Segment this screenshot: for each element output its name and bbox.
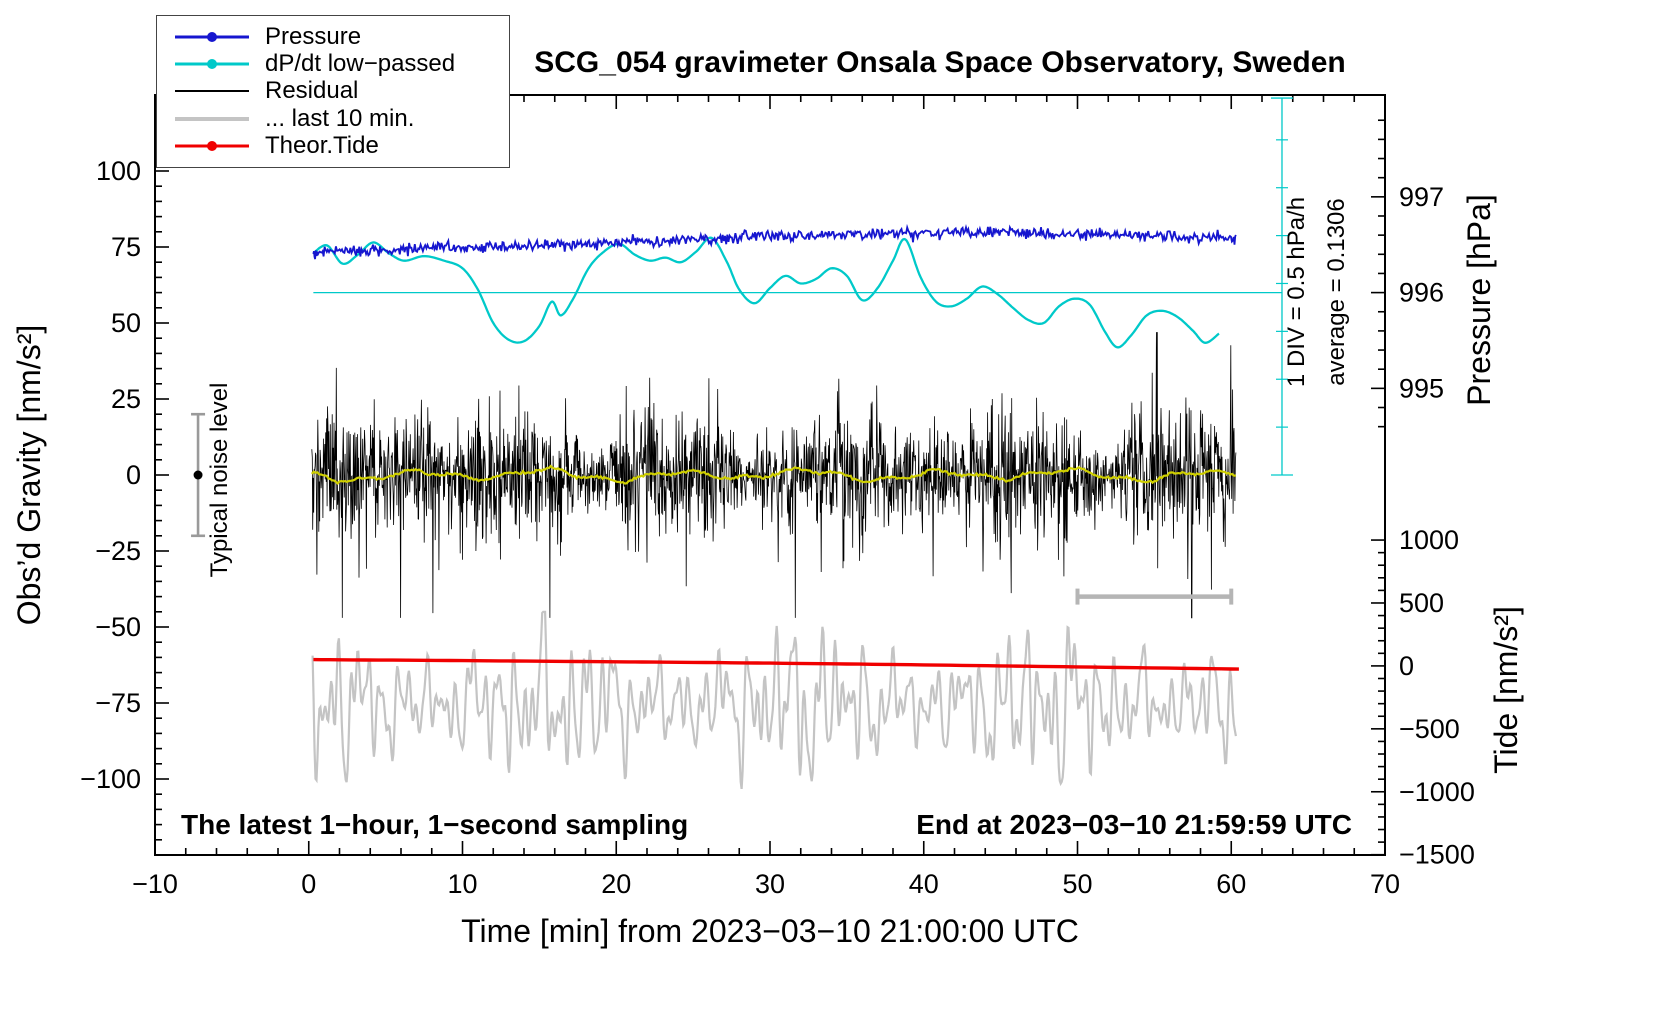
legend-line-sample — [175, 116, 249, 121]
legend-swatch-tide — [173, 133, 251, 159]
gravity-tick-label: −25 — [95, 536, 141, 566]
x-tick-label: 70 — [1370, 869, 1400, 899]
gravity-tick-label: 75 — [111, 232, 141, 262]
legend-item-residual: Residual — [173, 77, 509, 105]
pressure-axis-label: Pressure [hPa] — [1461, 194, 1497, 406]
x-tick-label: 60 — [1216, 869, 1246, 899]
gravity-tick-label: 25 — [111, 384, 141, 414]
series-tide — [313, 657, 1239, 671]
x-tick-label: 20 — [601, 869, 631, 899]
legend-item-last10: ... last 10 min. — [173, 104, 509, 132]
axes-layer: −10 0 10 20 30 40 50 60 70−100−75−50−25025507510… — [80, 95, 1475, 899]
series-dpdt — [312, 236, 1220, 349]
average-label: average = 0.1306 — [1323, 198, 1350, 386]
legend-marker-dot — [207, 31, 217, 42]
series-residual-mean — [310, 464, 1237, 486]
div-scale-label: 1 DIV = 0.5 hPa/h — [1283, 197, 1310, 387]
gravity-tick-label: 100 — [96, 156, 141, 186]
plot-frame — [154, 94, 1386, 856]
series-last10 — [311, 610, 1237, 790]
chart-title: SCG_054 gravimeter Onsala Space Observat… — [534, 46, 1346, 79]
legend-item-label: Pressure — [265, 22, 362, 50]
gravity-tick-label: −75 — [95, 688, 141, 718]
legend-swatch-last10 — [173, 106, 251, 132]
gravity-tick-label: −100 — [80, 764, 141, 794]
x-tick-label: 10 — [447, 869, 477, 899]
legend-item-dpdt: dP/dt low−passed — [173, 50, 509, 78]
legend-item-label: Residual — [265, 77, 359, 105]
legend-swatch-pressure — [173, 24, 251, 50]
tide-tick-label: 1000 — [1399, 525, 1459, 555]
sampling-note: The latest 1−hour, 1−second sampling — [181, 809, 688, 840]
gravity-axis-label: Obs’d Gravity [nm/s²] — [11, 325, 47, 626]
tide-tick-label: −1500 — [1399, 840, 1475, 870]
legend-swatch-residual — [173, 78, 251, 104]
tide-tick-label: −1000 — [1399, 777, 1475, 807]
x-tick-label: 50 — [1062, 869, 1092, 899]
legend-item-label: Theor.Tide — [265, 132, 379, 160]
series-residual — [311, 332, 1237, 619]
series-layer — [310, 223, 1239, 790]
legend-line-sample — [175, 90, 249, 93]
tide-axis-label: Tide [nm/s²] — [1488, 606, 1524, 774]
pressure-tick-label: 996 — [1399, 278, 1444, 308]
noise-level-label: Typical noise level — [206, 383, 233, 578]
x-tick-label: 30 — [755, 869, 785, 899]
gravity-tick-label: −50 — [95, 612, 141, 642]
legend-marker-dot — [207, 141, 217, 152]
tide-tick-label: 500 — [1399, 588, 1444, 618]
gravity-tick-label: 50 — [111, 308, 141, 338]
noise-marker-dot — [193, 470, 203, 480]
series-pressure — [312, 223, 1237, 260]
pressure-tick-label: 997 — [1399, 182, 1444, 212]
x-tick-label: −10 — [132, 869, 178, 899]
legend: Pressure dP/dt low−passed Residual... last… — [156, 15, 510, 168]
x-tick-label: 40 — [909, 869, 939, 899]
legend-swatch-dpdt — [173, 51, 251, 77]
legend-item-label: dP/dt low−passed — [265, 50, 456, 78]
legend-item-label: ... last 10 min. — [265, 104, 415, 132]
end-time-note: End at 2023−03−10 21:59:59 UTC — [916, 809, 1352, 840]
tide-tick-label: 0 — [1399, 651, 1414, 681]
gravity-tick-label: 0 — [126, 460, 141, 490]
annotations-layer — [191, 97, 1293, 605]
legend-item-tide: Theor.Tide — [173, 132, 509, 160]
x-axis-label: Time [min] from 2023−03−10 21:00:00 UTC — [461, 913, 1079, 949]
x-tick-label: 0 — [301, 869, 316, 899]
tide-tick-label: −500 — [1399, 714, 1460, 744]
pressure-tick-label: 995 — [1399, 373, 1444, 403]
legend-item-pressure: Pressure — [173, 22, 509, 50]
legend-marker-dot — [207, 59, 217, 70]
